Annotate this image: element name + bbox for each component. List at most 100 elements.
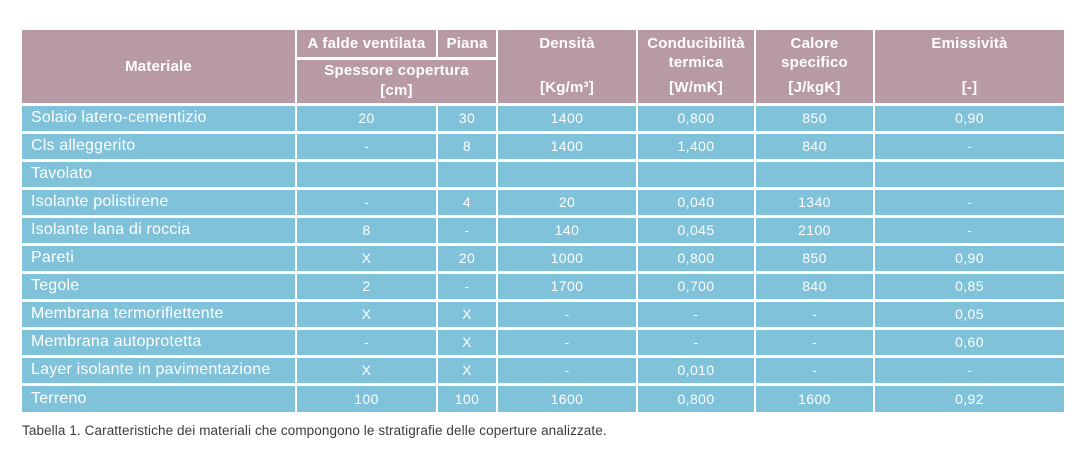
cell-densita: 1400 [496,102,638,134]
cell-spessore-falde: 20 [295,102,438,134]
emissivita-unit: [-] [961,79,978,97]
table-row: Isolante lana di roccia 8 - 140 0,045 21… [21,214,1065,246]
table-row: Membrana termoriflettente X X - - - 0,05 [21,298,1065,330]
cell-emissivita: 0,05 [873,298,1065,330]
cell-spessore-falde: - [295,130,438,162]
densita-label: Densità [539,35,595,53]
cell-spessore-piana: - [436,270,498,302]
cell-spessore-piana: 8 [436,130,498,162]
col-header-a-falde-ventilata: A falde ventilata [295,28,438,60]
cell-materiale: Cls alleggerito [21,130,297,162]
cell-conducibilita: 0,010 [636,354,756,386]
cell-spessore-piana: 4 [436,186,498,218]
cell-materiale: Membrana autoprotetta [21,326,297,358]
cell-calore: 1600 [754,382,875,414]
conducibilita-unit: [W/mK] [669,79,723,97]
cell-emissivita: - [873,186,1065,218]
cell-emissivita: - [873,214,1065,246]
cell-spessore-falde: - [295,326,438,358]
cell-conducibilita: 0,800 [636,382,756,414]
cell-spessore-falde: X [295,242,438,274]
table-row: Layer isolante in pavimentazione X X - 0… [21,354,1065,386]
cell-materiale: Terreno [21,382,297,414]
col-header-calore-specifico: Calore specifico [J/kgK] [754,28,875,106]
cell-densita: 140 [496,214,638,246]
cell-calore: 840 [754,270,875,302]
table-row: Membrana autoprotetta - X - - - 0,60 [21,326,1065,358]
cell-emissivita: 0,90 [873,102,1065,134]
cell-spessore-piana: 30 [436,102,498,134]
table-row: Isolante polistirene - 4 20 0,040 1340 - [21,186,1065,218]
table-row: Tegole 2 - 1700 0,700 840 0,85 [21,270,1065,302]
cell-conducibilita: 0,700 [636,270,756,302]
cell-spessore-piana: - [436,214,498,246]
cell-densita: 1700 [496,270,638,302]
cell-materiale: Pareti [21,242,297,274]
table-row: Cls alleggerito - 8 1400 1,400 840 - [21,130,1065,162]
cell-calore: 840 [754,130,875,162]
cell-conducibilita: 0,045 [636,214,756,246]
cell-calore: 850 [754,242,875,274]
conducibilita-label: Conducibilità termica [647,35,745,72]
cell-emissivita: 0,92 [873,382,1065,414]
cell-calore: 850 [754,102,875,134]
col-header-densita: Densità [Kg/m³] [496,28,638,106]
cell-spessore-piana [436,158,498,190]
calore-unit: [J/kgK] [788,79,841,97]
cell-conducibilita: 1,400 [636,130,756,162]
cell-conducibilita: - [636,298,756,330]
cell-spessore-falde: 8 [295,214,438,246]
cell-calore: - [754,326,875,358]
cell-spessore-piana: 100 [436,382,498,414]
cell-spessore-piana: 20 [436,242,498,274]
col-header-conducibilita-termica: Conducibilità termica [W/mK] [636,28,756,106]
cell-materiale: Membrana termoriflettente [21,298,297,330]
cell-materiale: Tegole [21,270,297,302]
cell-conducibilita: - [636,326,756,358]
table-body: Solaio latero-cementizio 20 30 1400 0,80… [21,102,1065,414]
calore-label: Calore specifico [781,35,848,72]
cell-calore [754,158,875,190]
cell-materiale: Solaio latero-cementizio [21,102,297,134]
cell-conducibilita [636,158,756,190]
materials-table: Materiale A falde ventilata Piana Densit… [21,28,1065,414]
cell-densita: - [496,326,638,358]
table-row: Tavolato [21,158,1065,190]
cell-calore: - [754,298,875,330]
cell-materiale: Layer isolante in pavimentazione [21,354,297,386]
cell-spessore-falde: 2 [295,270,438,302]
cell-calore: 1340 [754,186,875,218]
cell-emissivita: 0,85 [873,270,1065,302]
emissivita-label: Emissività [931,35,1008,53]
cell-densita: 1600 [496,382,638,414]
cell-emissivita: 0,90 [873,242,1065,274]
cell-materiale: Isolante polistirene [21,186,297,218]
table-row: Terreno 100 100 1600 0,800 1600 0,92 [21,382,1065,414]
cell-spessore-falde: X [295,354,438,386]
cell-spessore-piana: X [436,354,498,386]
cell-spessore-piana: X [436,326,498,358]
cell-densita: - [496,354,638,386]
cell-calore: - [754,354,875,386]
cell-calore: 2100 [754,214,875,246]
densita-unit: [Kg/m³] [540,79,594,97]
col-header-piana: Piana [436,28,498,60]
cell-densita: 20 [496,186,638,218]
cell-spessore-falde: 100 [295,382,438,414]
col-header-emissivita: Emissività [-] [873,28,1065,106]
spessore-unit: [cm] [380,82,413,99]
table-caption: Tabella 1. Caratteristiche dei materiali… [22,423,607,438]
cell-emissivita: 0,60 [873,326,1065,358]
cell-emissivita: - [873,354,1065,386]
cell-densita: - [496,298,638,330]
cell-conducibilita: 0,800 [636,242,756,274]
table-row: Solaio latero-cementizio 20 30 1400 0,80… [21,102,1065,134]
col-header-spessore-copertura: Spessore copertura [cm] [295,56,498,106]
cell-materiale: Tavolato [21,158,297,190]
cell-densita: 1400 [496,130,638,162]
table-header: Materiale A falde ventilata Piana Densit… [21,28,1065,106]
cell-spessore-falde [295,158,438,190]
cell-spessore-piana: X [436,298,498,330]
cell-emissivita [873,158,1065,190]
